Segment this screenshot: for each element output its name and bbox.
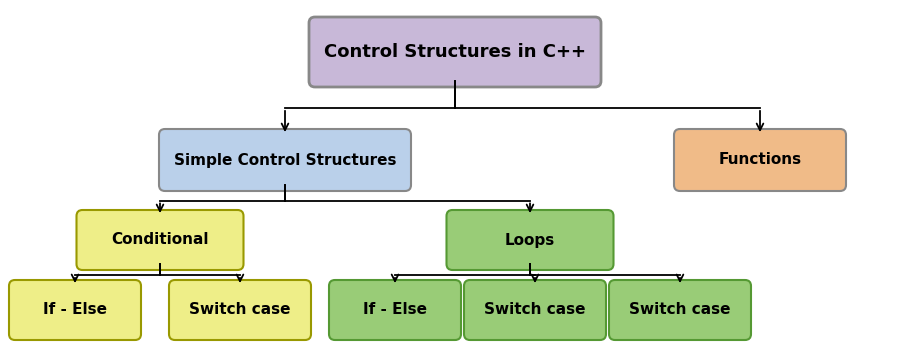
FancyBboxPatch shape <box>464 280 606 340</box>
Text: If - Else: If - Else <box>363 303 427 317</box>
FancyBboxPatch shape <box>77 210 243 270</box>
FancyBboxPatch shape <box>309 17 601 87</box>
FancyBboxPatch shape <box>159 129 411 191</box>
Text: Simple Control Structures: Simple Control Structures <box>174 152 396 168</box>
Text: Switch case: Switch case <box>485 303 586 317</box>
FancyBboxPatch shape <box>169 280 311 340</box>
Text: If - Else: If - Else <box>43 303 107 317</box>
FancyBboxPatch shape <box>674 129 846 191</box>
FancyBboxPatch shape <box>446 210 613 270</box>
FancyBboxPatch shape <box>9 280 141 340</box>
Text: Switch case: Switch case <box>630 303 731 317</box>
FancyBboxPatch shape <box>329 280 461 340</box>
FancyBboxPatch shape <box>609 280 751 340</box>
Text: Switch case: Switch case <box>189 303 291 317</box>
Text: Functions: Functions <box>719 152 802 168</box>
Text: Control Structures in C++: Control Structures in C++ <box>324 43 586 61</box>
Text: Conditional: Conditional <box>111 233 209 247</box>
Text: Loops: Loops <box>505 233 555 247</box>
